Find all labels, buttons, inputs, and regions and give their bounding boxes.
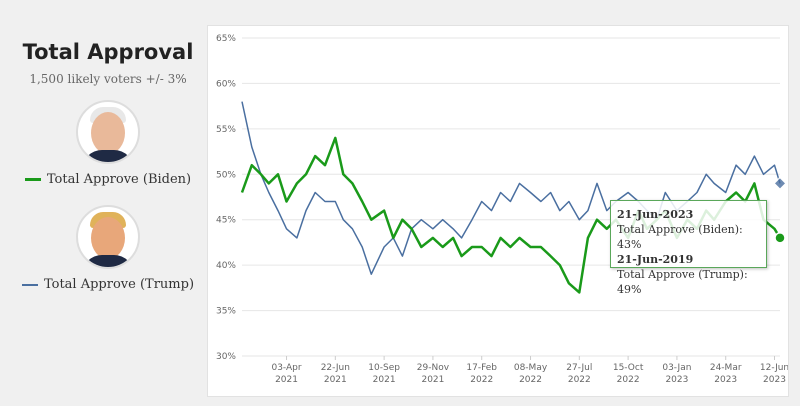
y-tick-label: 50% [216,170,236,180]
x-tick-label: 03-Apr 2021 [271,363,301,385]
legend-item-biden[interactable]: Total Approve (Biden) [10,172,206,187]
x-tick-label: 29-Nov 2021 [417,363,450,385]
chart-title: Total Approval [22,40,194,64]
trump-hover-point [772,176,788,191]
tooltip-value-trump: Total Approve (Trump): 49% [617,268,748,296]
line-chart[interactable]: 30% 35% 40% 45% 50% 55% 60% 65% 03-Apr 2021 22-Jun… [208,26,789,396]
y-tick-label: 60% [216,79,236,89]
tooltip-value-biden: Total Approve (Biden): 43% [617,223,743,251]
legend-item-trump[interactable]: Total Approve (Trump) [10,277,206,292]
biden-swatch [24,178,41,181]
y-tick-label: 55% [216,125,236,135]
chart-subtitle: 1,500 likely voters +/- 3% [29,72,187,86]
sidebar: Total Approval 1,500 likely voters +/- 3… [10,40,206,292]
x-tick-label: 03-Jan 2023 [662,363,691,385]
x-tick-label: 27-Jul 2022 [566,363,592,385]
trump-avatar [76,205,140,269]
x-tick-label: 12-Jun 2023 [760,363,788,385]
y-tick-label: 65% [216,34,236,44]
legend-label-biden: Total Approve (Biden) [46,172,192,187]
x-tick-label: 10-Sep 2021 [368,363,400,385]
tooltip-date-trump: 21-Jun-2019 [617,253,694,266]
x-tick-label: 24-Mar 2023 [710,363,742,385]
x-tick-label: 22-Jun 2021 [321,363,350,385]
biden-avatar [76,100,140,164]
tooltip: 21-Jun-2023 Total Approve (Biden): 43% 2… [610,200,767,296]
trump-swatch [21,283,38,286]
y-tick-label: 30% [216,352,236,362]
y-tick-label: 40% [216,261,236,271]
x-tick-label: 08-May 2022 [514,363,548,385]
y-tick-label: 35% [216,307,236,317]
x-tick-label: 15-Oct 2022 [613,363,644,385]
y-tick-label: 45% [216,216,236,226]
tooltip-date-biden: 21-Jun-2023 [617,208,694,221]
trump-series-line [241,101,781,275]
legend-label-trump: Total Approve (Trump) [43,277,195,292]
biden-hover-point [774,232,786,244]
x-tick-label: 17-Feb 2022 [466,363,497,385]
